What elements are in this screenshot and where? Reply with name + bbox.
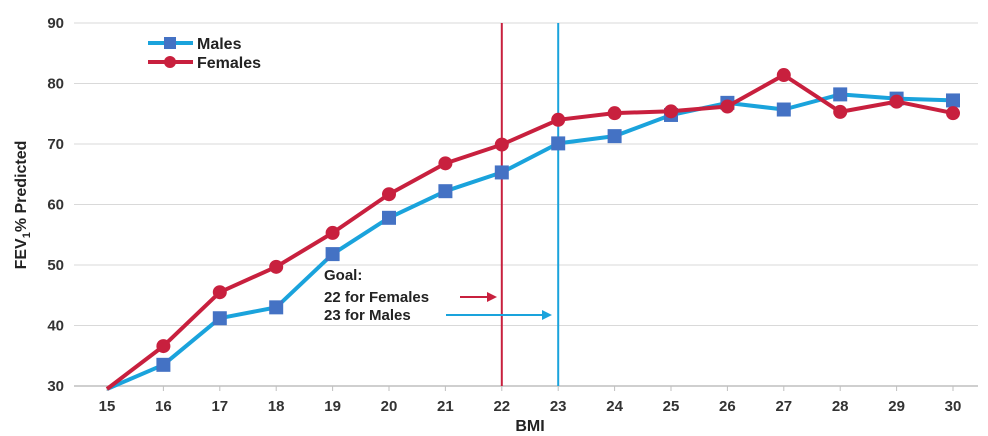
goal-reference-lines	[500, 23, 560, 386]
males-point-30	[946, 93, 960, 108]
males-point-20	[382, 210, 396, 225]
goal-arrow-females-head	[487, 292, 497, 302]
x-tick-label-24: 24	[606, 398, 623, 415]
males-series-line	[106, 92, 954, 391]
females-point-20	[382, 187, 396, 202]
females-point-23	[551, 112, 566, 127]
axes: 30 40 50 60 70 80 90 15 16 17 18 19 20 21 22 23 24 25 26 27…	[47, 15, 978, 415]
x-tick-label-22: 22	[493, 398, 510, 415]
males-point-27	[776, 102, 791, 117]
y-axis-title-rest: % Predicted	[13, 141, 30, 233]
goal-arrow-males-head	[542, 310, 552, 320]
females-point-19	[325, 225, 340, 240]
legend: Males Females	[148, 36, 261, 72]
goal-annotation-males: 23 for Males	[324, 307, 411, 324]
x-tick-label-16: 16	[155, 398, 172, 415]
females-series-line	[105, 73, 954, 391]
males-point-21	[438, 184, 453, 199]
x-tick-label-28: 28	[832, 398, 849, 415]
x-tick-label-15: 15	[99, 398, 116, 415]
males-point-23	[551, 136, 566, 151]
females-point-22	[494, 137, 509, 152]
goal-annotation-females: 22 for Females	[324, 289, 429, 306]
x-tick-label-27: 27	[775, 398, 792, 415]
females-point-24	[607, 106, 622, 121]
females-point-18	[269, 259, 284, 274]
y-tick-label-30: 30	[47, 378, 64, 395]
y-tick-label-40: 40	[47, 318, 64, 335]
y-axis-title-main: FEV	[13, 238, 30, 269]
females-point-17	[212, 285, 227, 300]
x-axis-title: BMI	[515, 418, 544, 435]
males-point-17	[212, 311, 227, 326]
gridlines	[74, 22, 978, 326]
x-tick-label-26: 26	[719, 398, 736, 415]
y-axis-title: FEV1% Predicted	[13, 141, 33, 270]
legend-females-marker	[164, 56, 176, 68]
y-tick-label-50: 50	[47, 257, 64, 274]
y-axis-title-subscript: 1	[21, 232, 33, 238]
females-point-26	[720, 99, 735, 114]
males-point-22	[494, 165, 509, 180]
legend-males-marker	[164, 37, 176, 49]
legend-females-label: Females	[197, 55, 261, 72]
females-point-21	[438, 156, 453, 171]
x-tick-label-23: 23	[550, 398, 567, 415]
females-point-29	[889, 94, 904, 109]
x-tick-label-21: 21	[437, 398, 454, 415]
y-tick-label-70: 70	[47, 136, 64, 153]
series-lines	[105, 68, 960, 391]
x-tick-label-29: 29	[888, 398, 905, 415]
females-point-30	[946, 106, 960, 121]
y-tick-label-60: 60	[47, 197, 64, 214]
males-point-19	[325, 247, 340, 262]
males-point-18	[269, 300, 284, 315]
x-tick-label-30: 30	[945, 398, 962, 415]
females-point-16	[156, 339, 171, 354]
y-tick-label-80: 80	[47, 76, 64, 93]
y-tick-label-90: 90	[47, 15, 64, 32]
females-point-25	[664, 104, 678, 119]
x-tick-label-17: 17	[211, 398, 228, 415]
females-point-27	[776, 68, 791, 83]
males-point-24	[607, 129, 622, 144]
x-tick-label-19: 19	[324, 398, 341, 415]
legend-males-label: Males	[197, 36, 242, 53]
females-point-28	[833, 104, 848, 119]
x-tick-label-20: 20	[381, 398, 398, 415]
males-point-16	[156, 357, 171, 372]
goal-annotation-heading: Goal:	[324, 267, 362, 284]
x-tick-label-18: 18	[268, 398, 285, 415]
males-point-28	[833, 87, 848, 102]
x-tick-label-25: 25	[663, 398, 680, 415]
